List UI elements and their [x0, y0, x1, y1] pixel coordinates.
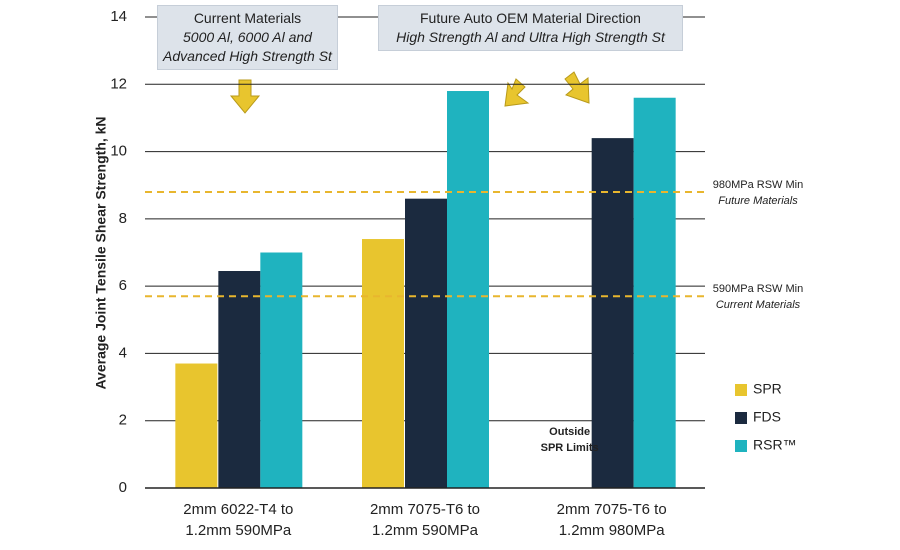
annotation-line: 5000 Al, 6000 Al and — [183, 29, 312, 45]
bar — [260, 252, 303, 488]
annotation-box: Future Auto OEM Material Direction High S… — [378, 5, 683, 51]
x-tick-label: 2mm 6022-T4 to 1.2mm 590MPa — [183, 501, 294, 539]
annotation-box: Current Materials 5000 Al, 6000 Al and Adv… — [157, 5, 338, 70]
annotation-arrows — [229, 71, 590, 114]
y-tick-label: 8 — [119, 210, 127, 227]
y-tick-label: 0 — [119, 479, 127, 496]
y-tick-label: 12 — [110, 75, 127, 92]
legend-label: RSR™ — [753, 437, 797, 453]
bar — [447, 91, 489, 488]
bar — [175, 363, 218, 488]
y-tick-label: 4 — [119, 344, 127, 361]
legend-label: FDS — [753, 409, 781, 425]
bar-note: Outside SPR Limits — [540, 426, 599, 454]
legend-label: SPR — [753, 381, 782, 397]
y-tick-label: 10 — [110, 143, 127, 160]
y-tick-label: 6 — [119, 277, 127, 294]
legend-swatch — [735, 384, 747, 396]
reference-label: Current Materials — [716, 299, 801, 311]
bar — [362, 239, 404, 488]
bar — [591, 138, 634, 488]
x-tick-label: 2mm 7075-T6 to 1.2mm 590MPa — [369, 501, 481, 539]
y-axis-title: Average Joint Tensile Shear Strength, kN — [93, 116, 109, 389]
annotation-title: Future Auto OEM Material Direction — [420, 10, 641, 26]
annotation-line: High Strength Al and Ultra High Strength… — [396, 29, 665, 45]
bar — [405, 198, 447, 488]
arrow — [564, 71, 590, 104]
bar — [218, 271, 261, 488]
reference-label: 590MPa RSW Min — [713, 283, 803, 295]
reference-label: Future Materials — [718, 195, 798, 207]
legend-swatch — [735, 412, 747, 424]
bar — [633, 97, 676, 488]
reference-label: 980MPa RSW Min — [713, 179, 803, 191]
arrow — [504, 78, 530, 107]
x-tick-label: 2mm 7075-T6 to 1.2mm 980MPa — [556, 501, 667, 539]
annotation-line: Advanced High Strength St — [163, 48, 332, 64]
arrow — [229, 79, 261, 114]
annotation-title: Current Materials — [193, 10, 302, 26]
y-tick-label: 14 — [110, 8, 127, 25]
legend-swatch — [735, 440, 747, 452]
y-tick-label: 2 — [119, 412, 127, 429]
